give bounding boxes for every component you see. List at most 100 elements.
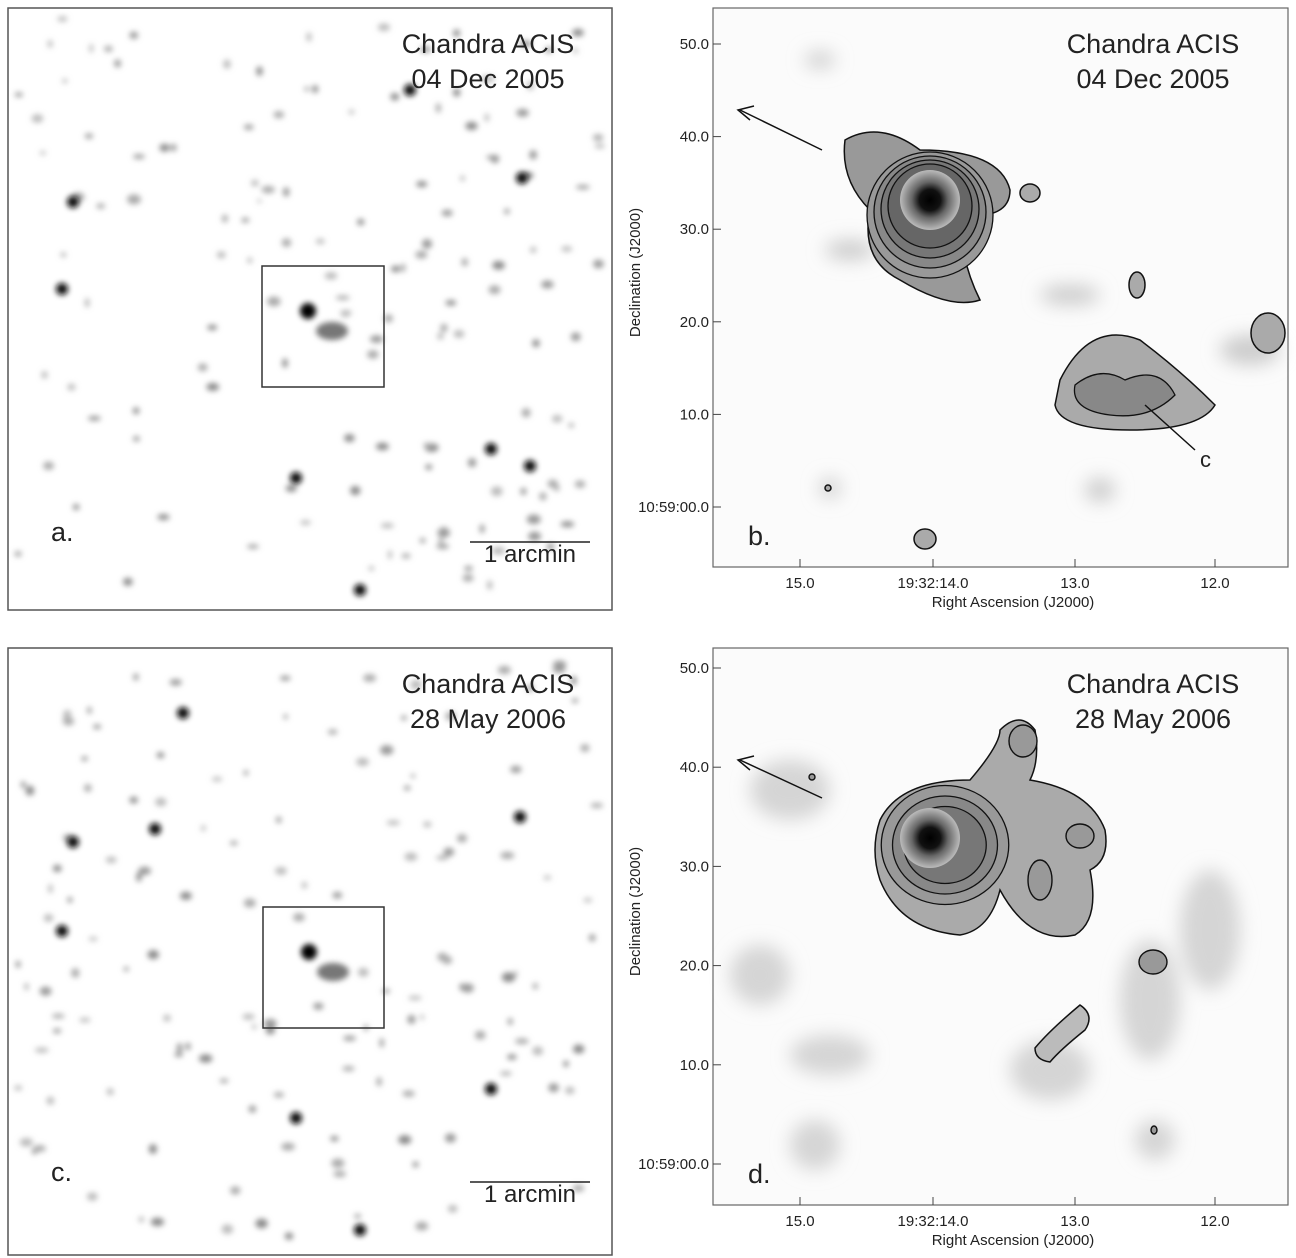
source [174, 1053, 183, 1057]
faint-patch [1040, 285, 1100, 305]
source [129, 797, 137, 804]
source [516, 109, 528, 117]
source [448, 1205, 458, 1213]
source [32, 114, 44, 123]
source [340, 310, 352, 316]
source [507, 1054, 517, 1059]
bright-core [900, 170, 960, 230]
source [563, 1061, 568, 1067]
bright-source [149, 823, 161, 835]
source [486, 155, 499, 159]
source [20, 1138, 33, 1147]
source [348, 110, 354, 115]
source [380, 745, 393, 755]
source [26, 786, 35, 796]
source [35, 1048, 49, 1053]
bright-source [354, 1224, 366, 1236]
source [390, 93, 399, 100]
panel-label: b. [748, 521, 771, 551]
source [387, 820, 400, 825]
source [230, 1186, 240, 1194]
source [129, 32, 138, 39]
panel: Chandra ACIS 04 Dec 2005 a. 1 arcmin [8, 8, 612, 610]
source [436, 544, 449, 549]
source [354, 1214, 361, 1218]
source [53, 865, 62, 872]
figure: Chandra ACIS04 Dec 2005a.1 arcminc50.040… [0, 0, 1296, 1258]
source [306, 32, 311, 42]
x-tick-label: 15.0 [785, 575, 814, 592]
source [124, 967, 129, 971]
source [67, 897, 72, 903]
y-tick-label: 10:59:00.0 [638, 499, 709, 516]
source [527, 514, 541, 524]
source [342, 1066, 354, 1071]
contour [809, 774, 815, 780]
source [420, 1014, 424, 1020]
contour [1020, 184, 1040, 202]
source [404, 786, 411, 791]
source [411, 774, 415, 778]
source [138, 867, 151, 875]
source [106, 857, 117, 864]
faint-patch [750, 760, 830, 820]
source [87, 1192, 98, 1200]
source [133, 674, 139, 681]
source [356, 758, 369, 766]
panel-title: Chandra ACIS [402, 29, 575, 59]
source [84, 784, 92, 792]
source [275, 867, 287, 875]
faint-patch [805, 52, 835, 68]
contour [914, 529, 936, 549]
scale-bar-label: 1 arcmin [484, 541, 576, 568]
source [244, 124, 254, 129]
source [186, 1043, 191, 1050]
source [510, 766, 521, 773]
bright-source [514, 811, 526, 823]
source [333, 1171, 346, 1177]
source [247, 258, 252, 263]
source [530, 247, 536, 253]
source [423, 443, 433, 448]
bright-source [56, 283, 68, 295]
source [89, 44, 93, 53]
source [267, 297, 281, 307]
source [242, 1014, 254, 1020]
source [206, 383, 219, 391]
annotation: c [1200, 447, 1211, 472]
source [436, 856, 449, 860]
source [593, 134, 603, 141]
source [276, 817, 281, 823]
contour [1139, 950, 1167, 974]
source [437, 528, 449, 538]
source [382, 989, 390, 993]
source [487, 580, 493, 590]
source [133, 154, 145, 159]
y-tick-label: 30.0 [680, 221, 709, 238]
source [285, 1233, 293, 1240]
source [133, 407, 139, 414]
source [437, 953, 447, 961]
source [465, 122, 477, 130]
panel-date: 04 Dec 2005 [411, 64, 564, 94]
source [561, 521, 575, 527]
source [391, 266, 400, 272]
faint-patch [790, 1120, 840, 1170]
contour [1009, 725, 1037, 757]
source [274, 111, 285, 118]
source [461, 258, 467, 266]
panel-title: Chandra ACIS [1067, 669, 1240, 699]
source [222, 215, 228, 223]
source [343, 1036, 356, 1041]
source [442, 210, 453, 217]
source [576, 185, 590, 189]
source [571, 333, 581, 342]
source [462, 574, 473, 582]
source [489, 285, 501, 294]
source [139, 1217, 144, 1222]
x-axis-label: Right Ascension (J2000) [932, 1232, 1095, 1249]
panel-label: a. [51, 517, 74, 547]
source [415, 251, 427, 259]
source [475, 1031, 486, 1040]
source [522, 408, 531, 417]
